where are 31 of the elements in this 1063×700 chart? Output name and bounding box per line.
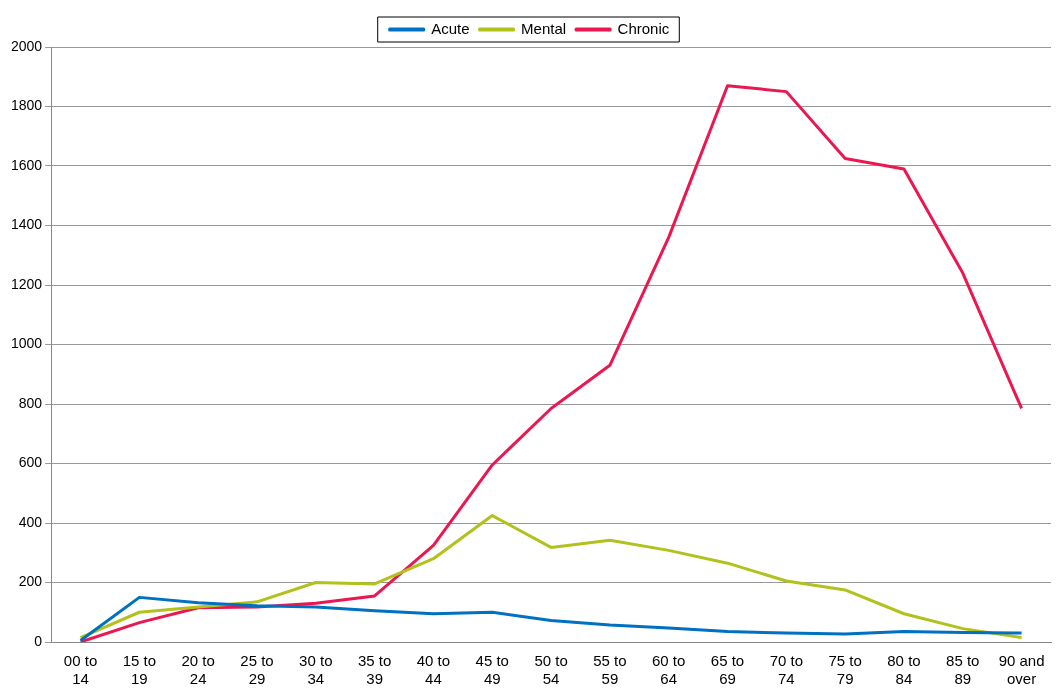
x-tick-label: 90 and over xyxy=(998,652,1045,688)
y-tick-label: 800 xyxy=(18,394,43,411)
x-tick-label: 65 to 69 xyxy=(710,652,745,688)
x-tick-label: 40 to 44 xyxy=(416,652,451,688)
x-tick-label: 50 to 54 xyxy=(534,652,568,688)
y-tick-label: 1400 xyxy=(10,216,43,233)
legend-label: Mental xyxy=(521,19,567,37)
x-tick-label: 55 to 59 xyxy=(593,652,627,688)
y-tick-label: 1800 xyxy=(10,97,43,114)
x-tick-label: 25 to 29 xyxy=(240,652,274,688)
y-tick-label: 1200 xyxy=(10,275,43,292)
x-tick-label: 45 to 49 xyxy=(475,652,509,688)
y-tick-label: 600 xyxy=(18,454,43,471)
x-tick-label: 85 to 89 xyxy=(946,652,980,688)
x-tick-label: 75 to 79 xyxy=(828,652,862,688)
x-tick-label: 35 to 39 xyxy=(357,652,392,688)
y-tick-label: 400 xyxy=(18,513,43,530)
x-tick-label: 60 to 64 xyxy=(652,652,686,688)
y-tick-label: 200 xyxy=(18,573,43,590)
y-tick-label: 1000 xyxy=(10,335,43,352)
y-tick-label: 2000 xyxy=(10,37,43,54)
x-tick-label: 15 to 19 xyxy=(122,652,157,688)
x-tick-label: 30 to 34 xyxy=(299,652,333,688)
legend-label: Chronic xyxy=(617,19,670,37)
y-tick-label: 1600 xyxy=(10,156,43,173)
x-tick-label: 70 to 74 xyxy=(769,652,804,688)
y-tick-label: 0 xyxy=(34,632,43,649)
x-tick-label: 20 to 24 xyxy=(181,652,215,688)
x-tick-label: 80 to 84 xyxy=(887,652,921,688)
legend-label: Acute xyxy=(431,19,470,37)
x-tick-label: 00 to 14 xyxy=(63,652,98,688)
